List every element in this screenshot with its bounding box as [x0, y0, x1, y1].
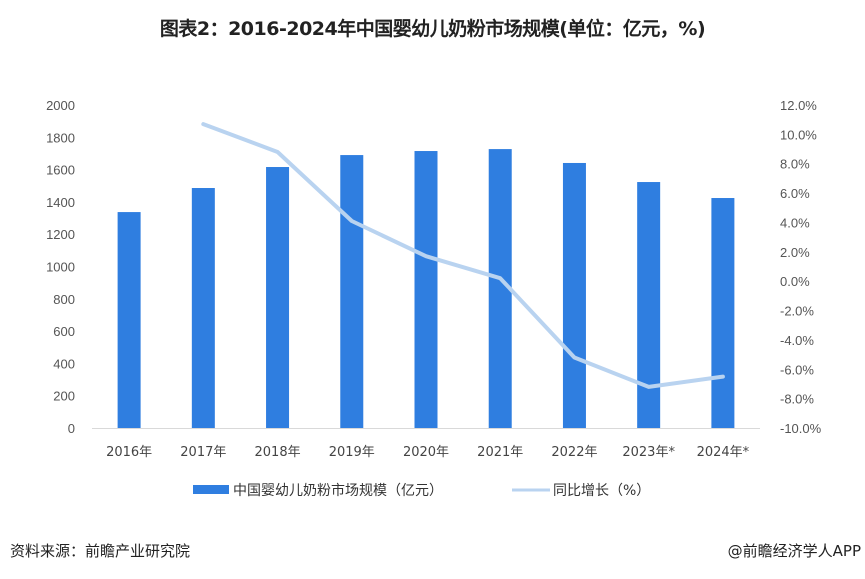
left-tick-label: 0	[68, 421, 75, 436]
right-tick-label: 2.0%	[780, 245, 810, 260]
bar	[414, 151, 438, 428]
x-tick-label: 2018年	[255, 445, 301, 460]
bar	[488, 149, 512, 429]
left-tick-label: 1200	[46, 227, 75, 242]
right-tick-label: 8.0%	[780, 157, 810, 172]
left-axis: 0 200 400 600 800 1000 1200 1400 1600 1800 2000	[46, 98, 75, 436]
bar	[637, 182, 661, 428]
bar	[711, 198, 735, 428]
legend-bar-swatch	[193, 485, 229, 494]
left-tick-label: 200	[53, 389, 75, 404]
x-tick-label: 2021年	[477, 445, 523, 460]
growth-line	[201, 122, 725, 389]
bar-series	[117, 149, 735, 429]
x-tick-label: 2022年	[551, 445, 597, 460]
legend-bar-label: 中国婴幼儿奶粉市场规模（亿元）	[233, 482, 443, 499]
x-tick-label: 2024年*	[697, 445, 750, 460]
left-tick-label: 2000	[46, 98, 75, 113]
x-axis: 2016年 2017年 2018年 2019年 2020年 2021年 2022年 2023年…	[106, 445, 750, 460]
bar	[191, 188, 215, 428]
bar	[266, 167, 290, 429]
right-tick-label: 12.0%	[780, 98, 817, 113]
chart-title: 图表2：2016-2024年中国婴幼儿奶粉市场规模(单位：亿元，%)	[159, 18, 706, 40]
x-tick-label: 2016年	[106, 445, 152, 460]
bar	[117, 212, 141, 428]
bar	[562, 162, 586, 428]
left-tick-label: 800	[53, 292, 75, 307]
right-tick-label: -10.0%	[780, 421, 822, 436]
x-tick-label: 2017年	[180, 445, 226, 460]
right-tick-label: 6.0%	[780, 186, 810, 201]
left-tick-label: 600	[53, 324, 75, 339]
right-tick-label: 4.0%	[780, 215, 810, 230]
bar	[340, 155, 364, 428]
left-tick-label: 1000	[46, 260, 75, 275]
legend-line-label: 同比增长（%）	[553, 483, 650, 499]
x-tick-label: 2019年	[329, 445, 375, 460]
source-note: 资料来源：前瞻产业研究院	[10, 542, 191, 560]
left-tick-label: 1800	[46, 130, 75, 145]
right-axis: -10.0% -8.0% -6.0% -4.0% -2.0% 0.0% 2.0% 4.0% 6.…	[780, 98, 822, 436]
x-tick-label: 2020年	[403, 445, 449, 460]
right-tick-label: 10.0%	[780, 127, 817, 142]
credit-note: @前瞻经济学人APP	[727, 542, 861, 560]
x-tick-label: 2023年*	[622, 445, 675, 460]
right-tick-label: -2.0%	[780, 304, 814, 319]
right-tick-label: -4.0%	[780, 333, 814, 348]
right-tick-label: 0.0%	[780, 274, 810, 289]
left-tick-label: 1600	[46, 163, 75, 178]
legend: 中国婴幼儿奶粉市场规模（亿元） 同比增长（%）	[193, 482, 650, 499]
left-tick-label: 1400	[46, 195, 75, 210]
left-tick-label: 400	[53, 356, 75, 371]
right-tick-label: -8.0%	[780, 392, 814, 407]
right-tick-label: -6.0%	[780, 362, 814, 377]
